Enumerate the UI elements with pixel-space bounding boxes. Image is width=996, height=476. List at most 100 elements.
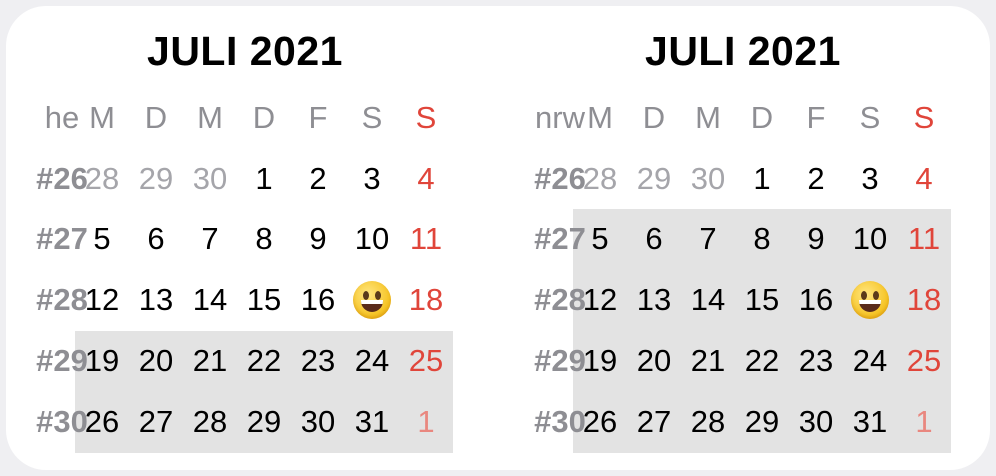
week-number: #26 (534, 161, 586, 196)
day-cell[interactable]: 16 (300, 282, 336, 317)
day-cell[interactable]: 4 (417, 161, 435, 196)
day-cell[interactable]: 29 (744, 404, 780, 439)
day-cell[interactable]: 27 (636, 404, 672, 439)
day-cell[interactable]: 24 (354, 343, 390, 378)
weekday-header: D (750, 100, 774, 135)
day-cell[interactable]: 8 (753, 221, 771, 256)
week-number: #27 (534, 221, 586, 256)
day-cell[interactable]: 11 (409, 221, 443, 256)
day-cell[interactable]: 28 (192, 404, 228, 439)
day-cell[interactable]: 20 (636, 343, 672, 378)
day-cell[interactable]: 29 (636, 161, 672, 196)
weekday-header: M (695, 100, 721, 135)
day-cell[interactable]: 7 (699, 221, 717, 256)
day-cell[interactable]: 1 (255, 161, 273, 196)
day-cell[interactable]: 5 (93, 221, 111, 256)
day-cell[interactable]: 3 (861, 161, 879, 196)
day-cell[interactable]: 22 (744, 343, 780, 378)
day-cell[interactable]: 19 (582, 343, 618, 378)
holiday-highlight (75, 331, 453, 453)
day-cell[interactable]: 2 (807, 161, 825, 196)
day-cell[interactable]: 31 (354, 404, 390, 439)
calendar-month-nrw: JULI 2021 nrw M D M D F S S #26 28 29 30 1 2 3 4 #27 5 6 7 8… (504, 6, 982, 470)
calendar-widget: JULI 2021 he M D M D F S S #26 28 29 30 1 2 3 4 #27 5 6 7 8 9… (6, 6, 990, 470)
day-cell[interactable]: 11 (907, 221, 941, 256)
weekday-header: F (308, 100, 328, 135)
day-cell[interactable]: 28 (84, 161, 120, 196)
day-cell[interactable]: 26 (582, 404, 618, 439)
day-cell[interactable]: 15 (246, 282, 282, 317)
day-cell[interactable]: 14 (192, 282, 228, 317)
day-cell[interactable]: 8 (255, 221, 273, 256)
day-cell[interactable]: 12 (84, 282, 120, 317)
day-cell[interactable]: 15 (744, 282, 780, 317)
grinning-face-emoji-icon (851, 280, 889, 319)
day-cell[interactable]: 22 (246, 343, 282, 378)
calendar-month-he: JULI 2021 he M D M D F S S #26 28 29 30 1 2 3 4 #27 5 6 7 8 9… (6, 6, 484, 470)
weekday-header: F (806, 100, 826, 135)
day-cell[interactable]: 23 (300, 343, 336, 378)
day-cell[interactable]: 13 (138, 282, 174, 317)
day-cell[interactable]: 26 (84, 404, 120, 439)
day-cell[interactable]: 7 (201, 221, 219, 256)
weekday-header: S (415, 100, 437, 135)
weekday-header: D (642, 100, 666, 135)
day-cell[interactable]: 18 (408, 282, 444, 317)
day-cell[interactable]: 12 (582, 282, 618, 317)
week-number: #29 (534, 343, 586, 378)
month-title: JULI 2021 (147, 28, 343, 74)
day-cell[interactable]: 16 (798, 282, 834, 317)
day-cell[interactable]: 5 (591, 221, 609, 256)
day-cell[interactable]: 1 (753, 161, 771, 196)
day-cell[interactable]: 3 (363, 161, 381, 196)
week-number: #27 (36, 221, 88, 256)
day-cell[interactable]: 23 (798, 343, 834, 378)
day-cell[interactable]: 30 (192, 161, 228, 196)
day-cell[interactable]: 10 (852, 221, 888, 256)
weekday-header: S (361, 100, 383, 135)
weekday-header: D (252, 100, 276, 135)
week-number: #30 (36, 404, 88, 439)
day-cell[interactable]: 9 (807, 221, 825, 256)
day-cell[interactable]: 18 (906, 282, 942, 317)
day-cell[interactable]: 28 (582, 161, 618, 196)
grinning-face-emoji-icon (353, 280, 391, 319)
day-cell[interactable]: 14 (690, 282, 726, 317)
day-cell[interactable]: 6 (645, 221, 663, 256)
day-cell[interactable]: 6 (147, 221, 165, 256)
holiday-highlight (573, 209, 951, 453)
today-day-cell[interactable] (843, 270, 897, 330)
region-label: he (44, 100, 80, 135)
weekday-header: D (144, 100, 168, 135)
day-cell[interactable]: 30 (690, 161, 726, 196)
month-title: JULI 2021 (645, 28, 841, 74)
weekday-header: S (859, 100, 881, 135)
week-number: #29 (36, 343, 88, 378)
day-cell[interactable]: 9 (309, 221, 327, 256)
day-cell[interactable]: 19 (84, 343, 120, 378)
day-cell[interactable]: 25 (906, 343, 942, 378)
region-label: nrw (535, 100, 585, 135)
day-cell[interactable]: 1 (417, 404, 435, 439)
day-cell[interactable]: 29 (138, 161, 174, 196)
day-cell[interactable]: 27 (138, 404, 174, 439)
day-cell[interactable]: 21 (690, 343, 726, 378)
day-cell[interactable]: 30 (300, 404, 336, 439)
day-cell[interactable]: 29 (246, 404, 282, 439)
day-cell[interactable]: 31 (852, 404, 888, 439)
day-cell[interactable]: 24 (852, 343, 888, 378)
day-cell[interactable]: 2 (309, 161, 327, 196)
week-number: #28 (36, 282, 88, 317)
day-cell[interactable]: 21 (192, 343, 228, 378)
day-cell[interactable]: 30 (798, 404, 834, 439)
day-cell[interactable]: 1 (915, 404, 933, 439)
today-day-cell[interactable] (345, 270, 399, 330)
day-cell[interactable]: 28 (690, 404, 726, 439)
weekday-header: M (89, 100, 115, 135)
day-cell[interactable]: 13 (636, 282, 672, 317)
day-cell[interactable]: 4 (915, 161, 933, 196)
day-cell[interactable]: 10 (354, 221, 390, 256)
day-cell[interactable]: 20 (138, 343, 174, 378)
day-cell[interactable]: 25 (408, 343, 444, 378)
week-number: #26 (36, 161, 88, 196)
